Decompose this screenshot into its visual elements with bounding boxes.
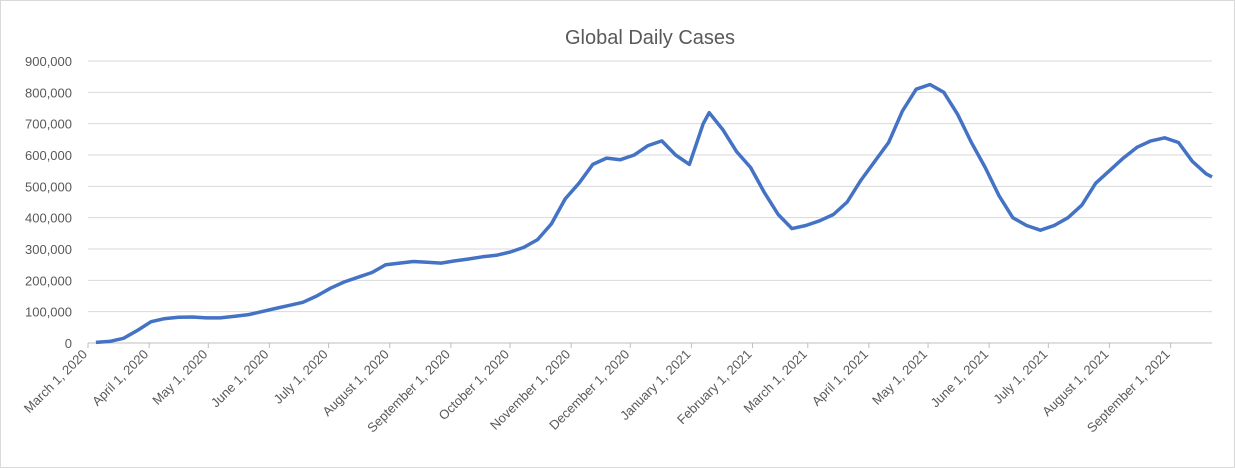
y-tick-label: 600,000 bbox=[25, 148, 72, 163]
y-tick-label: 300,000 bbox=[25, 242, 72, 257]
chart-title: Global Daily Cases bbox=[565, 27, 735, 49]
y-tick-label: 400,000 bbox=[25, 211, 72, 226]
y-tick-label: 500,000 bbox=[25, 179, 72, 194]
y-tick-label: 900,000 bbox=[25, 54, 72, 69]
y-tick-label: 800,000 bbox=[25, 85, 72, 100]
y-tick-label: 700,000 bbox=[25, 117, 72, 132]
y-tick-label: 100,000 bbox=[25, 305, 72, 320]
y-tick-label: 0 bbox=[65, 336, 72, 351]
y-tick-label: 200,000 bbox=[25, 273, 72, 288]
data-line bbox=[95, 82, 1213, 345]
